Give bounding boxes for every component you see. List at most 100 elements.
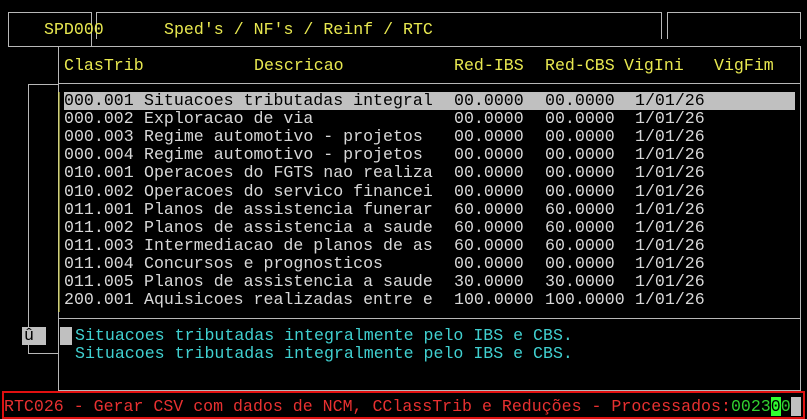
module-path-box — [96, 12, 662, 39]
detail-cursor — [60, 327, 72, 345]
table-row[interactable]: 011.003 Intermediacao de planos de as 60.0… — [64, 235, 795, 255]
cell-red-ibs: 00.0000 — [454, 127, 524, 147]
column-header-vigfim[interactable]: VigFim — [714, 56, 774, 75]
column-header-descricao[interactable]: Descricao — [254, 56, 344, 75]
cell-red-cbs: 00.0000 — [545, 127, 615, 147]
cell-red-cbs: 00.0000 — [545, 91, 615, 110]
cell-vigini: 1/01/26 — [635, 272, 705, 291]
cell-clastrib: 011.002 — [64, 217, 134, 237]
cell-red-ibs: 00.0000 — [454, 181, 524, 201]
detail-line-2: Situacoes tributadas integralmente pelo … — [75, 344, 573, 363]
table-row[interactable]: 011.001 Planos de assistencia funerar 60.0… — [64, 199, 795, 219]
cell-descricao: Regime automotivo - projetos — [144, 127, 423, 147]
detail-divider — [58, 318, 800, 319]
header-divider — [58, 83, 800, 84]
cell-vigini: 1/01/26 — [635, 145, 705, 165]
cell-descricao: Aquisicoes realizadas entre e — [144, 290, 433, 310]
table-row[interactable]: 011.002 Planos de assistencia a saude 60.0… — [64, 217, 795, 237]
cell-red-cbs: 00.0000 — [545, 181, 615, 201]
cell-descricao: Exploracao de via — [144, 109, 314, 129]
table-row[interactable]: 000.001 Situacoes tributadas integral 00.0… — [64, 92, 795, 110]
cell-descricao: Operacoes do servico financei — [144, 181, 433, 201]
status-message: RTC026 - Gerar CSV com dados de NCM, CCl… — [4, 397, 801, 416]
left-bracket-line — [28, 84, 59, 354]
cell-clastrib: 011.005 — [64, 272, 134, 291]
cell-red-ibs: 00.0000 — [454, 145, 524, 165]
cell-descricao: Planos de assistencia a saude — [144, 217, 433, 237]
table-row[interactable]: 000.004 Regime automotivo - projetos 00.00… — [64, 146, 795, 164]
cell-red-ibs: 60.0000 — [454, 217, 524, 237]
cell-red-ibs: 60.0000 — [454, 199, 524, 219]
cell-clastrib: 010.002 — [64, 181, 134, 201]
column-header-vigini[interactable]: VigIni — [624, 56, 684, 75]
cell-red-cbs: 00.0000 — [545, 253, 615, 273]
cell-clastrib: 200.001 — [64, 290, 134, 310]
cell-vigini: 1/01/26 — [635, 235, 705, 255]
cell-red-cbs: 100.0000 — [545, 290, 625, 310]
column-header-red-ibs[interactable]: Red-IBS — [454, 56, 524, 75]
table-row[interactable]: 010.001 Operacoes do FGTS nao realiza 00.0… — [64, 164, 795, 182]
table-row[interactable]: 011.005 Planos de assistencia a saude 30.0… — [64, 273, 795, 291]
processed-count-suffix: 0 — [780, 397, 791, 416]
cell-descricao: Regime automotivo - projetos — [144, 145, 423, 165]
processed-count: 002300 — [731, 397, 791, 416]
cell-red-ibs: 00.0000 — [454, 163, 524, 183]
cell-clastrib: 011.001 — [64, 199, 134, 219]
cell-red-ibs: 00.0000 — [454, 91, 524, 110]
cell-vigini: 1/01/26 — [635, 91, 705, 110]
cell-red-cbs: 60.0000 — [545, 217, 615, 237]
column-header-clastrib[interactable]: ClasTrib — [64, 56, 144, 75]
table-row[interactable]: 200.001 Aquisicoes realizadas entre e 100.… — [64, 291, 795, 309]
cell-red-ibs: 100.0000 — [454, 290, 534, 310]
module-path: Sped's / NF's / Reinf / RTC — [164, 20, 433, 39]
column-header-red-cbs[interactable]: Red-CBS — [545, 56, 615, 75]
cell-red-ibs: 00.0000 — [454, 109, 524, 129]
cell-vigini: 1/01/26 — [635, 109, 705, 129]
cell-clastrib: 010.001 — [64, 163, 134, 183]
cell-clastrib: 011.003 — [64, 235, 134, 255]
cell-vigini: 1/01/26 — [635, 127, 705, 147]
cell-red-ibs: 30.0000 — [454, 272, 524, 291]
table-row[interactable]: 010.002 Operacoes do servico financei 00.0… — [64, 181, 795, 201]
cell-red-cbs: 00.0000 — [545, 163, 615, 183]
cell-clastrib: 000.004 — [64, 145, 134, 165]
cell-vigini: 1/01/26 — [635, 199, 705, 219]
cell-vigini: 1/01/26 — [635, 253, 705, 273]
cell-red-cbs: 00.0000 — [545, 109, 615, 129]
processed-count-cursor: 0 — [770, 397, 781, 416]
detail-line-1: Situacoes tributadas integralmente pelo … — [75, 326, 573, 345]
table-row[interactable]: 000.002 Exploracao de via 00.0000 00.0000 1/… — [64, 110, 795, 128]
detail-marker: û — [22, 327, 46, 345]
cell-vigini: 1/01/26 — [635, 217, 705, 237]
right-header-box — [667, 12, 801, 39]
status-bar — [2, 391, 805, 419]
cell-red-cbs: 00.0000 — [545, 145, 615, 165]
program-code-box — [8, 12, 92, 47]
processed-count-prefix: 0023 — [730, 397, 771, 416]
cell-clastrib: 000.002 — [64, 109, 134, 129]
table-row[interactable]: 011.004 Concursos e prognosticos 00.0000 00… — [64, 253, 795, 273]
input-cursor — [790, 397, 801, 416]
cell-descricao: Operacoes do FGTS nao realiza — [144, 163, 433, 183]
outer-left-line — [8, 46, 58, 47]
program-code: SPD000 — [44, 20, 104, 39]
scroll-indicator[interactable] — [58, 92, 60, 312]
cell-vigini: 1/01/26 — [635, 290, 705, 310]
cell-vigini: 1/01/26 — [635, 181, 705, 201]
cell-descricao: Planos de assistencia a saude — [144, 272, 433, 291]
cell-red-cbs: 30.0000 — [545, 272, 615, 291]
cell-descricao: Situacoes tributadas integral — [144, 91, 433, 110]
cell-clastrib: 000.003 — [64, 127, 134, 147]
cell-red-ibs: 00.0000 — [454, 253, 524, 273]
cell-descricao: Intermediacao de planos de as — [144, 235, 433, 255]
cell-red-cbs: 60.0000 — [545, 235, 615, 255]
cell-descricao: Planos de assistencia funerar — [144, 199, 433, 219]
cell-red-cbs: 60.0000 — [545, 199, 615, 219]
table-row[interactable]: 000.003 Regime automotivo - projetos 00.00… — [64, 128, 795, 146]
cell-clastrib: 000.001 — [64, 91, 134, 110]
cell-descricao: Concursos e prognosticos — [144, 253, 383, 273]
cell-red-ibs: 60.0000 — [454, 235, 524, 255]
cell-clastrib: 011.004 — [64, 253, 134, 273]
status-text: RTC026 - Gerar CSV com dados de NCM, CCl… — [4, 397, 731, 416]
cell-vigini: 1/01/26 — [635, 163, 705, 183]
